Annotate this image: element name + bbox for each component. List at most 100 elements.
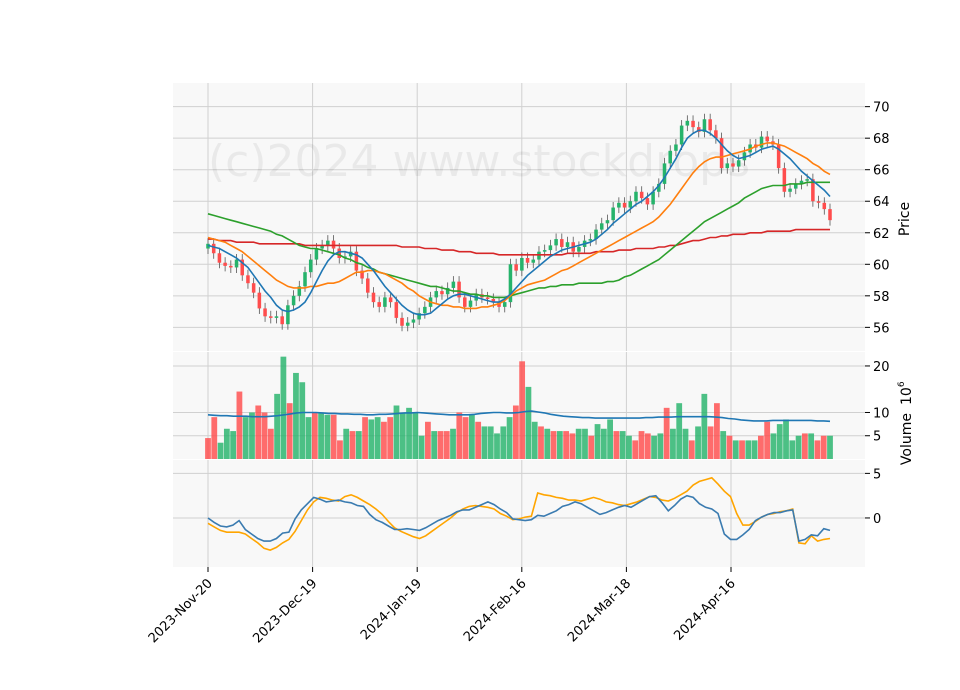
volume-bar <box>374 417 381 459</box>
candle <box>388 297 393 303</box>
volume-bar <box>487 426 494 459</box>
candle <box>314 248 319 260</box>
volume-bar <box>299 382 306 459</box>
candle <box>274 316 279 318</box>
volume-bar <box>437 431 444 459</box>
candle <box>223 262 227 266</box>
candle <box>714 130 718 139</box>
candle <box>657 183 661 192</box>
volume-bar <box>494 433 500 459</box>
volume-bar <box>305 417 312 459</box>
candle <box>514 264 518 271</box>
candle <box>617 202 621 208</box>
candle <box>542 250 547 252</box>
volume-bar <box>242 417 249 459</box>
candle <box>400 317 404 326</box>
candle <box>793 183 798 189</box>
volume-bar <box>337 440 343 459</box>
volume-bar <box>607 419 613 459</box>
candle <box>805 179 809 181</box>
volume-bar <box>550 431 557 459</box>
candle <box>440 291 444 295</box>
candle <box>394 302 399 318</box>
volume-marks <box>205 356 833 459</box>
y-tick-label: 68 <box>873 132 890 147</box>
volume-bar <box>531 421 538 459</box>
candle <box>326 240 330 246</box>
candle <box>622 202 627 208</box>
volume-bar <box>425 421 431 459</box>
candle <box>337 248 342 258</box>
candle <box>246 275 250 284</box>
volume-bar <box>619 431 626 459</box>
x-tick-label: 2024-Jan-19 <box>358 576 425 643</box>
candle <box>257 292 262 309</box>
volume-bar <box>582 428 588 459</box>
candle <box>531 259 536 263</box>
ma-mid-line <box>207 142 831 310</box>
candle <box>708 119 712 131</box>
candle <box>811 179 815 202</box>
y-tick-label: 66 <box>873 164 890 179</box>
volume-bar <box>714 403 720 459</box>
volume-bar <box>311 412 318 459</box>
volume-bar <box>814 440 821 459</box>
y-tick-label: 62 <box>873 227 890 242</box>
volume-bar <box>801 433 808 459</box>
volume-bar <box>626 435 632 459</box>
volume-bar <box>544 428 551 459</box>
volume-bar <box>468 414 475 459</box>
volume-bar <box>368 419 375 459</box>
candle <box>286 305 290 325</box>
volume-bar <box>519 361 526 459</box>
candle <box>776 144 781 169</box>
candle <box>263 308 267 317</box>
y-tick-label: 5 <box>873 430 881 445</box>
volume-bar <box>663 407 670 459</box>
candle <box>628 201 633 208</box>
candle <box>383 297 387 307</box>
volume-bar <box>255 405 262 459</box>
candle <box>502 302 507 307</box>
x-tick-label: 2024-Apr-16 <box>671 576 738 643</box>
volume-bar <box>764 421 771 459</box>
volume-bar <box>638 431 645 459</box>
price-marks <box>206 113 832 332</box>
candle <box>605 220 610 224</box>
candle <box>634 191 638 202</box>
volume-bar <box>293 372 299 459</box>
volume-bar <box>324 414 331 459</box>
volume-bar <box>556 431 563 459</box>
candle <box>759 136 764 148</box>
volume-bar <box>393 405 400 459</box>
price-axis-label: Price <box>897 202 913 236</box>
volume-bar <box>399 412 406 459</box>
candle <box>240 259 245 276</box>
volume-bar <box>632 440 639 459</box>
volume-bar <box>670 428 676 459</box>
ma-long-line <box>208 228 830 256</box>
candle <box>725 163 730 169</box>
candle <box>674 144 678 151</box>
candle <box>234 259 239 268</box>
x-tick-label: 2024-Mar-18 <box>565 576 634 645</box>
volume-bar <box>362 417 368 459</box>
y-tick-label: 56 <box>873 321 890 336</box>
volume-bar <box>751 440 758 459</box>
volume-bar <box>330 414 337 459</box>
candle <box>685 120 690 126</box>
candle <box>211 243 216 254</box>
y-tick-label: 58 <box>873 290 890 305</box>
candle <box>702 119 707 132</box>
candle <box>445 287 450 295</box>
watermark: (c)2024 www.stockdrops <box>208 136 750 187</box>
volume-bar <box>783 419 789 459</box>
candle <box>434 291 439 298</box>
volume-bar <box>657 433 664 459</box>
ma-fast-line <box>207 129 831 316</box>
volume-bar <box>538 426 544 459</box>
candle <box>662 163 667 184</box>
volume-bar <box>770 433 777 459</box>
volume-bar <box>274 393 281 459</box>
